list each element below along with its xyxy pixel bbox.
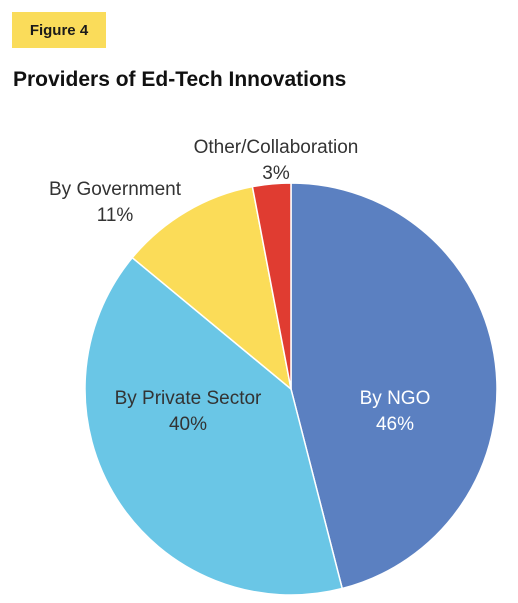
slice-label: Other/Collaboration xyxy=(194,137,359,158)
slice-label: By Private Sector xyxy=(115,388,262,409)
pie-slice-by-government xyxy=(131,185,292,390)
slice-value-label: 11% xyxy=(97,205,134,226)
pie-slice-other-collaboration xyxy=(251,182,292,390)
slice-value-label: 40% xyxy=(169,414,207,435)
slice-label: By NGO xyxy=(360,388,431,409)
slice-value-label: 3% xyxy=(262,163,290,184)
slice-label: By Government xyxy=(49,179,182,200)
figure-label: Figure 4 xyxy=(29,21,89,39)
pie-slice-by-ngo xyxy=(290,182,498,590)
pie-labels: By NGO 46% By Private Sector 40% By Governme… xyxy=(49,137,430,435)
figure-label-badge: Figure 4 xyxy=(12,12,106,48)
slice-value-label: 46% xyxy=(376,414,414,435)
chart-title: Providers of Ed-Tech Innovations xyxy=(13,68,347,91)
pie-slice-by-private-sector xyxy=(84,256,343,596)
pie-slices xyxy=(84,182,498,596)
